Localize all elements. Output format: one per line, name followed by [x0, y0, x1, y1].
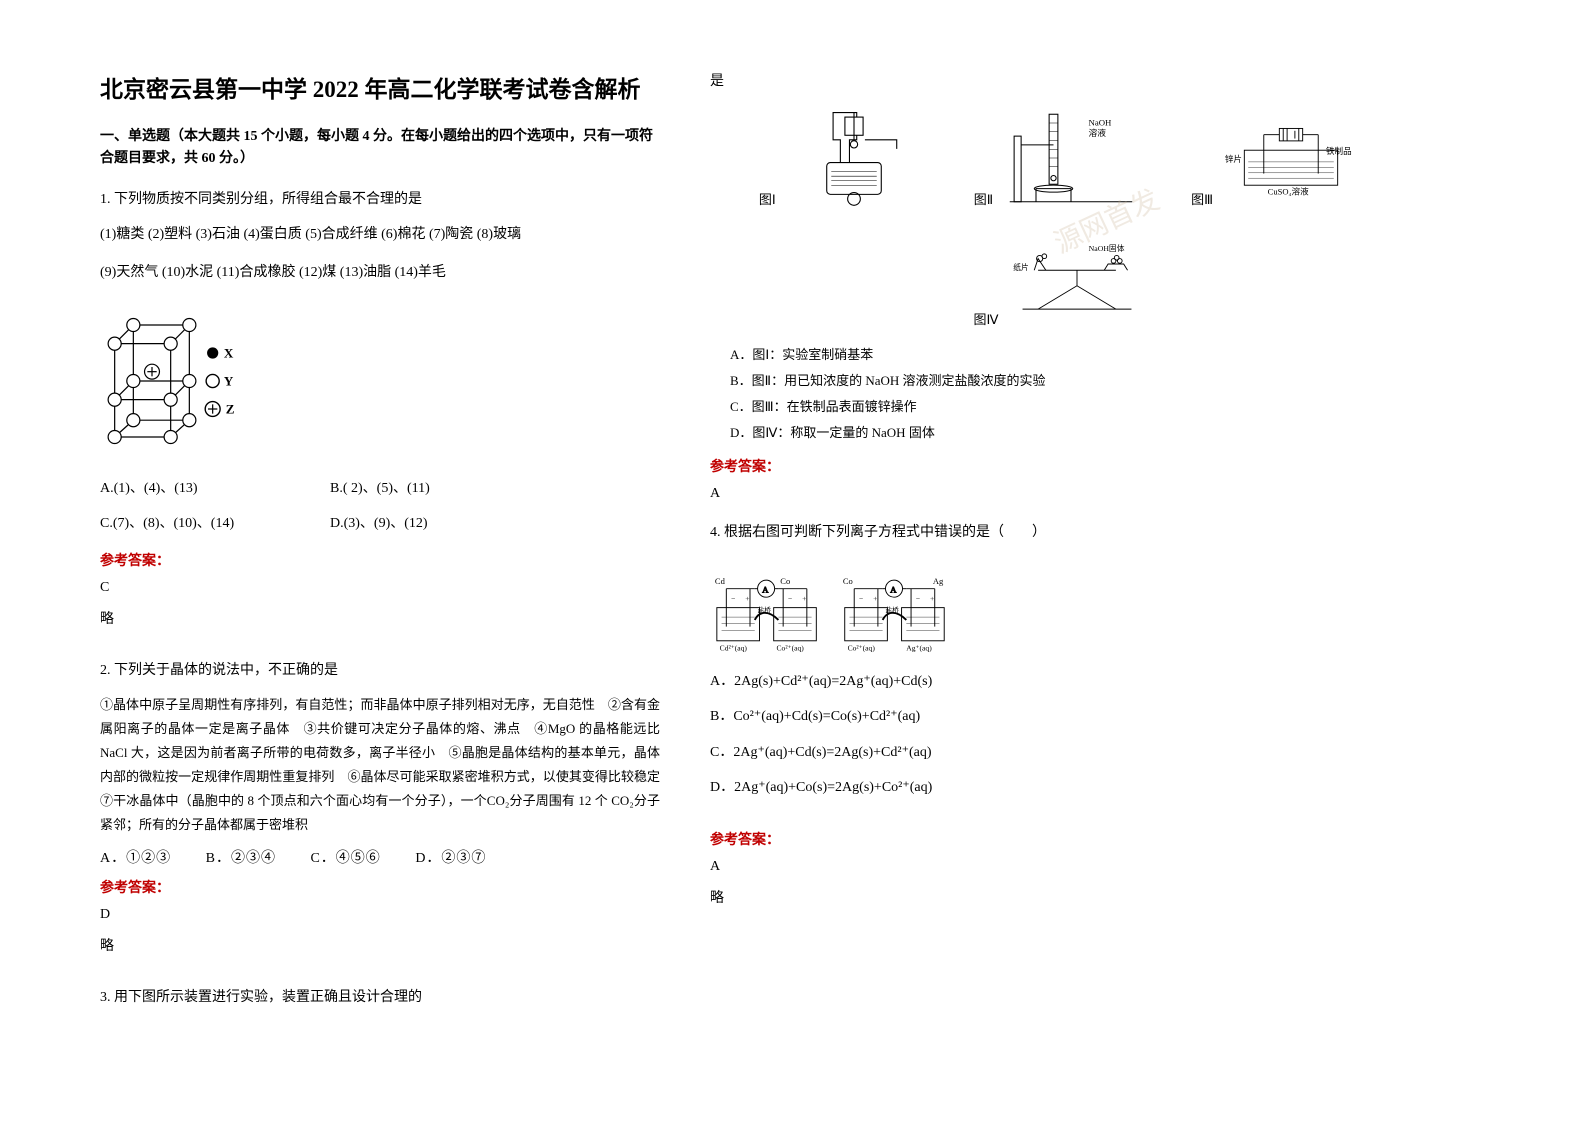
- cell-ag: Ag: [933, 576, 944, 586]
- svg-text:+: +: [930, 594, 934, 603]
- crystal-lattice-diagram: X Y Z: [100, 311, 260, 451]
- svg-text:+: +: [745, 594, 749, 603]
- q4-note: 略: [710, 887, 1410, 907]
- q1-option-b: B.( 2)、(5)、(11): [330, 474, 660, 505]
- q2-answer-label: 参考答案：: [100, 877, 660, 897]
- figure-3-box: 图Ⅲ 锌片 铁制品 CuSO₄溶液: [1191, 108, 1361, 208]
- fig4-label: 图Ⅳ: [974, 309, 999, 328]
- figure-1-box: 图Ⅰ: [759, 108, 924, 208]
- page-container: 北京密云县第一中学 2022 年高二化学联考试卷含解析 一、单选题（本大题共 1…: [0, 0, 1587, 1059]
- fig3-text2: 铁制品: [1326, 145, 1352, 156]
- svg-text:A: A: [890, 584, 897, 594]
- q3-sub-options: A．图Ⅰ：实验室制硝基苯 B．图Ⅱ：用已知浓度的 NaOH 溶液测定盐酸浓度的实…: [710, 342, 1410, 446]
- section-header: 一、单选题（本大题共 15 个小题，每小题 4 分。在每小题给出的四个选项中，只…: [100, 126, 660, 171]
- q2-option-a: A．①②③: [100, 851, 171, 866]
- q1-items-2: (9)天然气 (10)水泥 (11)合成橡胶 (12)煤 (13)油脂 (14)…: [100, 259, 660, 287]
- q4-answer-label: 参考答案：: [710, 829, 1410, 849]
- figure-4-box: 图Ⅳ NaOH固体 纸片: [974, 228, 1147, 328]
- q1-items-1: (1)糖类 (2)塑料 (3)石油 (4)蛋白质 (5)合成纤维 (6)棉花 (…: [100, 221, 660, 249]
- svg-text:A: A: [762, 584, 769, 594]
- q3-figures: 图Ⅰ 图Ⅱ: [710, 108, 1410, 328]
- q2-options: A．①②③ B．②③④ C．④⑤⑥ D．②③⑦: [100, 847, 660, 867]
- q1-note: 略: [100, 608, 660, 628]
- svg-text:−: −: [859, 594, 863, 603]
- q1-stem: 1. 下列物质按不同类别分组，所得组合最不合理的是: [100, 187, 660, 214]
- fig4-text1: NaOH固体: [1088, 243, 1124, 253]
- q2-stem: 2. 下列关于晶体的说法中，不正确的是: [100, 658, 660, 685]
- q2-paragraph: ①晶体中原子呈周期性有序排列，有自范性；而非晶体中原子排列相对无序，无自范性 ②…: [100, 693, 660, 837]
- left-column: 北京密云县第一中学 2022 年高二化学联考试卷含解析 一、单选题（本大题共 1…: [100, 70, 660, 1019]
- apparatus-4: NaOH固体 纸片: [1007, 228, 1147, 328]
- co-aq-2: Co²⁺(aq): [848, 643, 876, 652]
- cell-cd: Cd: [715, 576, 726, 586]
- fig3-text1: 锌片: [1225, 153, 1242, 164]
- cell-co2: Co: [843, 576, 853, 586]
- exam-title: 北京密云县第一中学 2022 年高二化学联考试卷含解析: [100, 70, 660, 104]
- salt-bridge-2: 盐桥: [885, 605, 899, 614]
- q1-answer: C: [100, 580, 660, 596]
- q2-option-c: C．④⑤⑥: [310, 851, 380, 866]
- electrochemical-cells-diagram: A A Cd Co Co Ag − + − + − + − +: [710, 565, 970, 655]
- question-2: 2. 下列关于晶体的说法中，不正确的是 ①晶体中原子呈周期性有序排列，有自范性；…: [100, 658, 660, 971]
- q3-continuation: 是: [710, 70, 1410, 90]
- q1-option-d: D.(3)、(9)、(12): [330, 509, 660, 540]
- question-1: 1. 下列物质按不同类别分组，所得组合最不合理的是 (1)糖类 (2)塑料 (3…: [100, 187, 660, 644]
- svg-text:−: −: [788, 594, 792, 603]
- q3-option-d: D．图Ⅳ：称取一定量的 NaOH 固体: [730, 420, 1410, 446]
- legend-z: Z: [226, 402, 235, 417]
- q4-option-c: C．2Ag⁺(aq)+Cd(s)=2Ag(s)+Cd²⁺(aq): [710, 736, 1410, 770]
- q2-option-b: B．②③④: [206, 851, 276, 866]
- apparatus-3: 锌片 铁制品 CuSO₄溶液: [1221, 108, 1361, 208]
- q3-answer: A: [710, 486, 1410, 502]
- q4-option-d: D．2Ag⁺(aq)+Co(s)=2Ag(s)+Co²⁺(aq): [710, 771, 1410, 805]
- apparatus-2: NaOH 溶液: [1001, 108, 1141, 208]
- apparatus-1: [784, 108, 924, 208]
- svg-text:−: −: [731, 594, 735, 603]
- co-aq-1: Co²⁺(aq): [777, 643, 805, 652]
- q3-answer-label: 参考答案：: [710, 456, 1410, 476]
- figure-2-box: 图Ⅱ NaOH 溶液: [974, 108, 1141, 208]
- q3-option-c: C．图Ⅲ：在铁制品表面镀锌操作: [730, 394, 1410, 420]
- svg-text:+: +: [873, 594, 877, 603]
- q4-option-a: A．2Ag(s)+Cd²⁺(aq)=2Ag⁺(aq)+Cd(s): [710, 665, 1410, 699]
- q2-answer: D: [100, 907, 660, 923]
- q1-option-c: C.(7)、(8)、(10)、(14): [100, 509, 330, 540]
- cd-aq: Cd²⁺(aq): [720, 643, 748, 652]
- q3-option-a: A．图Ⅰ：实验室制硝基苯: [730, 342, 1410, 368]
- salt-bridge-1: 盐桥: [758, 605, 772, 614]
- q3-option-b: B．图Ⅱ：用已知浓度的 NaOH 溶液测定盐酸浓度的实验: [730, 368, 1410, 394]
- fig4-text2: 纸片: [1013, 262, 1029, 272]
- right-column: 是 图Ⅰ 图Ⅱ: [710, 70, 1410, 1019]
- q4-option-b: B．Co²⁺(aq)+Cd(s)=Co(s)+Cd²⁺(aq): [710, 700, 1410, 734]
- svg-text:+: +: [802, 594, 806, 603]
- cell-co: Co: [780, 576, 790, 586]
- svg-text:−: −: [916, 594, 920, 603]
- ag-aq: Ag⁺(aq): [906, 643, 932, 652]
- q1-answer-label: 参考答案：: [100, 550, 660, 570]
- q4-stem: 4. 根据右图可判断下列离子方程式中错误的是（ ）: [710, 520, 1410, 547]
- fig3-label: 图Ⅲ: [1191, 189, 1213, 208]
- q2-option-d: D．②③⑦: [415, 851, 486, 866]
- q4-answer: A: [710, 859, 1410, 875]
- legend-x: X: [224, 346, 234, 361]
- q1-option-a: A.(1)、(4)、(13): [100, 474, 330, 505]
- fig2-text1: NaOH: [1089, 118, 1113, 128]
- fig2-label: 图Ⅱ: [974, 189, 993, 208]
- q2-note: 略: [100, 935, 660, 955]
- legend-y: Y: [224, 374, 234, 389]
- q3-stem: 3. 用下图所示装置进行实验，装置正确且设计合理的: [100, 985, 660, 1012]
- fig1-label: 图Ⅰ: [759, 189, 776, 208]
- fig3-text3: CuSO₄溶液: [1268, 186, 1309, 197]
- fig2-text2: 溶液: [1089, 127, 1107, 138]
